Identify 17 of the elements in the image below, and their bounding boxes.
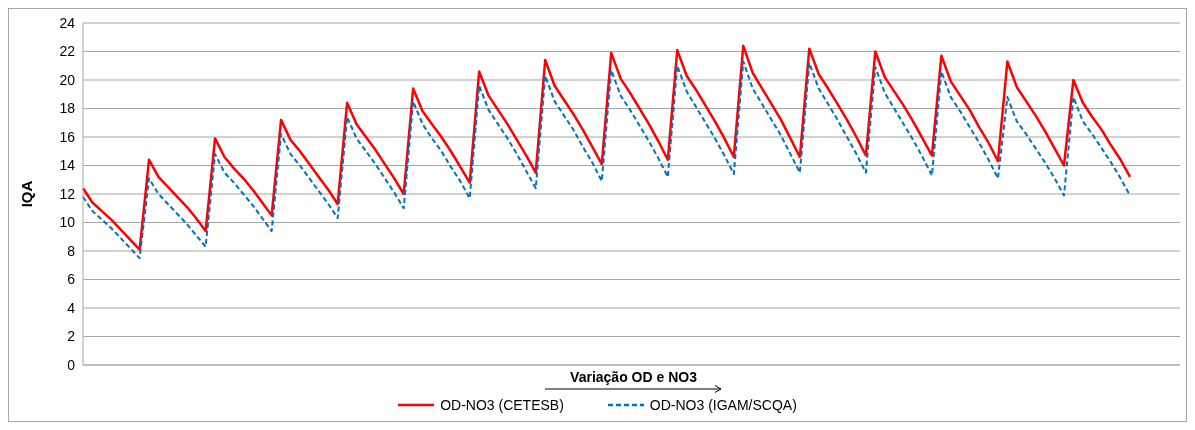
y-tick-label: 20 (59, 71, 76, 88)
y-tick-label: 10 (59, 214, 76, 231)
y-tick-label: 8 (67, 242, 76, 259)
y-axis-title: IQA (18, 180, 36, 208)
y-tick-label: 16 (59, 128, 76, 145)
y-tick-label: 0 (67, 356, 76, 373)
y-tick-label: 24 (59, 14, 76, 31)
legend-label: OD-NO3 (IGAM/SCQA) (649, 397, 797, 413)
y-tick-label: 4 (67, 299, 76, 316)
y-tick-label: 2 (67, 328, 76, 345)
y-tick-label: 14 (59, 157, 76, 174)
y-tick-label: 6 (67, 271, 76, 288)
y-tick-label: 18 (59, 100, 76, 117)
y-tick-label: 22 (59, 43, 76, 60)
x-axis-title: Variação OD e NO3 (570, 369, 697, 385)
legend-label: OD-NO3 (CETESB) (440, 397, 564, 413)
y-tick-label: 12 (59, 185, 76, 202)
